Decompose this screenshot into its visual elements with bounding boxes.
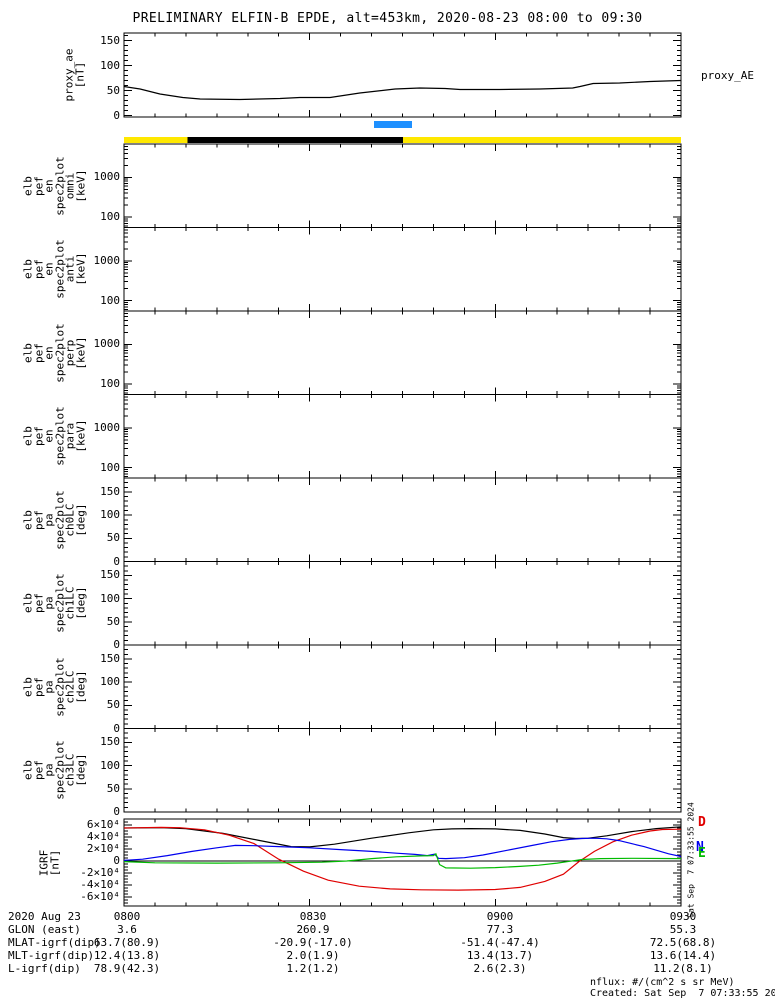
y-tick-label: 50	[106, 698, 120, 712]
igrf-legend-letter-N: N	[696, 840, 704, 855]
footer-row-value: 55.3	[669, 923, 697, 936]
proxy-frame	[123, 32, 682, 118]
y-tick-label: 150	[100, 568, 120, 582]
y-tick-label: 100	[100, 460, 120, 474]
y-tick-label: 4×10⁴	[86, 830, 120, 843]
y-tick-label: 100	[100, 508, 120, 522]
plot-title: PRELIMINARY ELFIN-B EPDE, alt=453km, 202…	[132, 11, 643, 26]
footer-row-value: 78.9(42.3)	[93, 962, 161, 975]
y-tick-label: 1000	[93, 253, 121, 267]
y-tick-label: 150	[100, 484, 120, 498]
footer-row-value: 77.3	[486, 923, 514, 936]
footer-row-value: 3.6	[117, 923, 137, 936]
footer-row-value: -20.9(-17.0)	[273, 936, 353, 949]
footer-row-value: 13.6(14.4)	[649, 949, 717, 962]
y-tick-label: 150	[100, 33, 120, 47]
igrf-ylabel: IGRF [nT]	[37, 849, 62, 876]
y-tick-label: 6×10⁴	[86, 818, 120, 831]
y-tick-label: -6×10⁴	[80, 890, 120, 903]
spec-panel-ylabel: elb pef pa spec2plot ch3LC [deg]	[21, 740, 88, 801]
spec-panel-ylabel: elb pef en spec2plot anti [keV]	[21, 239, 88, 300]
footer-row-value: 0900	[486, 910, 514, 923]
spec2-frame	[123, 310, 682, 395]
y-tick-label: 2×10⁴	[86, 842, 120, 855]
y-tick-label: 1000	[93, 170, 121, 184]
footer-row-header: MLT-igrf(dip)	[8, 949, 95, 962]
proxy-ae-right-label: proxy_AE	[701, 69, 754, 82]
y-tick-label: 1000	[93, 337, 121, 351]
footer-row-value: -51.4(-47.4)	[460, 936, 540, 949]
spec-panel-ylabel: elb pef pa spec2plot ch1LC [deg]	[21, 573, 88, 634]
footer-row-value: 11.2(8.1)	[653, 962, 713, 975]
y-tick-label: 0	[113, 854, 120, 867]
y-tick-label: 0	[113, 638, 120, 651]
y-tick-label: -2×10⁴	[80, 866, 120, 879]
spec-panel-ylabel: elb pef en spec2plot perp [keV]	[21, 322, 88, 383]
y-tick-label: 0	[113, 805, 120, 818]
spec4-frame	[123, 477, 682, 562]
y-tick-label: 0	[113, 554, 120, 568]
igrf-legend-letter-D: D	[698, 815, 706, 830]
spec-panel-ylabel: elb pef en spec2plot para [keV]	[21, 406, 88, 467]
proxy-ae-curve	[123, 79, 682, 101]
spec5-frame	[123, 561, 682, 646]
flux-units-note: nflux: #/(cm^2 s sr MeV)	[590, 977, 735, 988]
y-tick-label: 50	[106, 781, 120, 795]
footer-row-value: 0830	[299, 910, 327, 923]
spec0-frame	[123, 143, 682, 228]
footer-row-header: L-igrf(dip)	[8, 962, 81, 975]
y-tick-label: 100	[100, 210, 120, 224]
footer-row-value: 0800	[113, 910, 141, 923]
igrf-legend-letter-E: E	[698, 846, 706, 861]
y-tick-label: 100	[100, 675, 120, 689]
igrf-curve-N	[123, 837, 682, 861]
spec3-frame	[123, 394, 682, 479]
y-tick-label: 100	[100, 377, 120, 391]
y-tick-label: 150	[100, 651, 120, 665]
y-tick-label: 0	[113, 108, 120, 122]
igrf-curve-Btotal	[123, 826, 682, 848]
footer-row-value: 72.5(68.8)	[649, 936, 717, 949]
proxy-ae-ylabel: proxy_ae [nT]	[62, 48, 87, 102]
spec6-frame	[123, 644, 682, 729]
y-tick-label: 100	[100, 758, 120, 772]
mode-bar-segment	[187, 137, 404, 143]
y-tick-label: 0	[113, 721, 120, 735]
footer-row-value: 0930	[669, 910, 697, 923]
side-timestamp: Sat Sep 7 07:33:55 2024	[686, 802, 696, 918]
igrf-curve-E	[123, 852, 682, 869]
spec1-frame	[123, 227, 682, 312]
y-tick-label: 1000	[93, 420, 121, 434]
spec-panel-ylabel: elb pef pa spec2plot ch0LC [deg]	[21, 489, 88, 550]
y-tick-label: 50	[106, 614, 120, 628]
footer-row-header: MLAT-igrf(dip)	[8, 936, 101, 949]
spec-panel-ylabel: elb pef en spec2plot omni [keV]	[21, 155, 88, 216]
footer-row-header: GLON (east)	[8, 923, 81, 936]
spec7-frame	[123, 728, 682, 813]
footer-row-header: 2020 Aug 23	[8, 910, 81, 923]
footer-row-value: 12.4(13.8)	[93, 949, 161, 962]
y-tick-label: 100	[100, 58, 120, 72]
footer-row-value: 13.4(13.7)	[466, 949, 534, 962]
footer-row-value: 1.2(1.2)	[286, 962, 340, 975]
created-note: Created: Sat Sep 7 07:33:55 2024	[590, 988, 775, 999]
y-tick-label: 100	[100, 293, 120, 307]
y-tick-label: 150	[100, 735, 120, 749]
blue-interval-bar	[374, 121, 412, 128]
footer-row-value: 260.9	[296, 923, 330, 936]
y-tick-label: -4×10⁴	[80, 878, 120, 891]
footer-row-value: 2.6(2.3)	[473, 962, 527, 975]
y-tick-label: 50	[106, 531, 120, 545]
footer-row-value: 63.7(80.9)	[93, 936, 161, 949]
y-tick-label: 100	[100, 591, 120, 605]
spec-panel-ylabel: elb pef pa spec2plot ch2LC [deg]	[21, 656, 88, 717]
y-tick-label: 50	[106, 83, 120, 97]
footer-row-value: 2.0(1.9)	[286, 949, 340, 962]
